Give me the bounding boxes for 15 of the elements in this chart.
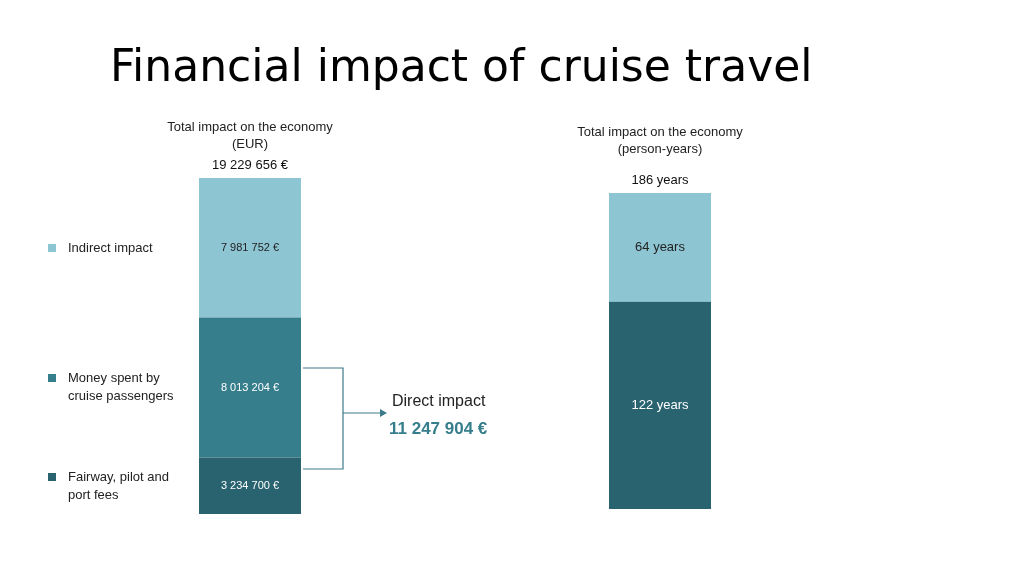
total-label: 186 years: [631, 172, 690, 188]
total-label: 19 229 656 €: [212, 157, 289, 173]
legend-label: Money spent by cruise passengers: [68, 369, 175, 406]
chart-subtitle: Total impact on the economy (person-years): [576, 123, 744, 157]
data-label: 122 years: [631, 396, 690, 412]
data-label: 7 981 752 €: [220, 240, 280, 253]
chart-subtitle: Total impact on the economy (EUR): [166, 118, 334, 152]
text: Direct impact: [392, 392, 486, 410]
text: 11 247 904 €: [389, 419, 488, 439]
legend-label: Indirect impact: [68, 238, 153, 257]
text: Financial impact of cruise travel: [110, 40, 813, 91]
data-label: 8 013 204 €: [220, 380, 280, 393]
legend-label: Fairway, pilot and port fees: [68, 467, 170, 504]
data-label: 64 years: [635, 238, 686, 254]
data-label: 3 234 700 €: [220, 478, 280, 491]
